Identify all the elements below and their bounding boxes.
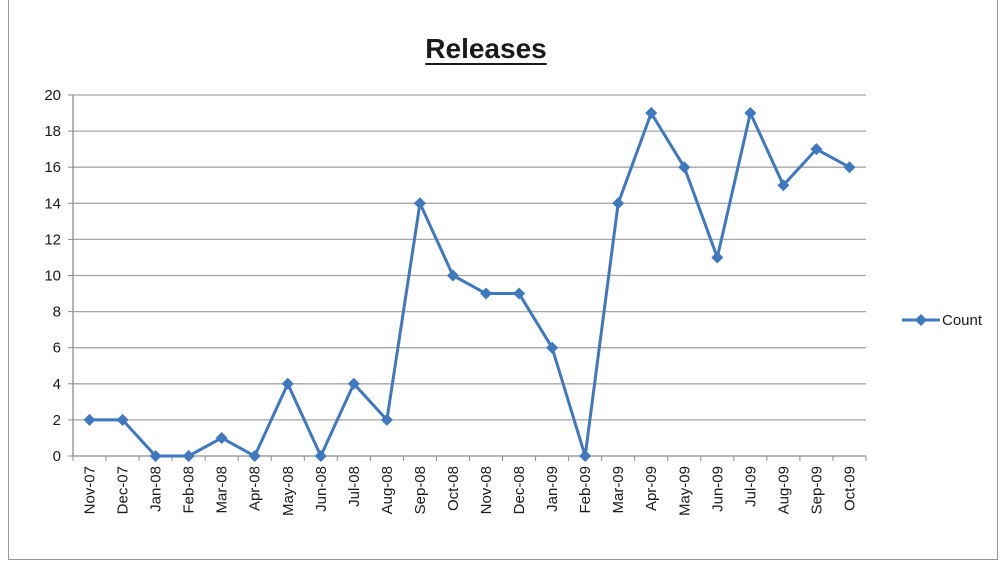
data-point-marker <box>777 179 790 192</box>
y-tick-label: 2 <box>53 412 61 429</box>
data-point-marker <box>314 450 327 462</box>
x-tick-label: Oct-08 <box>445 466 462 511</box>
y-tick-label: 12 <box>44 231 61 248</box>
x-tick-label: Feb-08 <box>181 466 198 514</box>
chart-area: Releases 0 2 4 6 8 10 12 14 16 18 20 Nov-07 Dec-07 J… <box>8 0 998 560</box>
data-point-marker <box>678 161 691 174</box>
data-point-marker <box>612 197 625 210</box>
data-point-marker <box>711 251 724 264</box>
data-point-marker <box>480 287 493 300</box>
x-tick-label: Oct-09 <box>841 466 858 511</box>
x-tick-label: Aug-09 <box>775 466 792 514</box>
x-tick-label: Feb-09 <box>577 466 594 514</box>
x-tick-label: Jul-09 <box>742 466 759 507</box>
data-point-marker <box>645 107 658 120</box>
series-line <box>89 111 851 458</box>
x-tick-label: Jun-08 <box>313 466 330 512</box>
data-point-marker <box>579 450 592 462</box>
x-tick-label: May-09 <box>676 466 693 516</box>
y-tick-label: 14 <box>44 195 61 212</box>
y-tick-label: 0 <box>53 448 61 465</box>
data-point-marker <box>116 413 129 426</box>
y-tick-label: 10 <box>44 268 61 285</box>
data-point-marker <box>83 413 96 426</box>
x-tick-label: Apr-08 <box>247 466 264 511</box>
x-tick-label: Sep-08 <box>412 466 429 514</box>
y-tick-label: 16 <box>44 159 61 176</box>
x-tick-label: Mar-08 <box>214 466 231 514</box>
data-point-marker <box>380 413 393 426</box>
x-tick-label: Nov-08 <box>478 466 495 514</box>
y-tick-label: 4 <box>53 376 61 393</box>
x-tick-label: Jan-09 <box>544 466 561 512</box>
x-tick-label: Dec-07 <box>115 466 132 514</box>
data-point-marker <box>347 377 360 390</box>
y-tick-label: 20 <box>44 87 61 104</box>
data-point-marker <box>446 269 459 282</box>
x-tick-label: Mar-09 <box>610 466 627 514</box>
axes <box>72 95 867 461</box>
legend: Count <box>902 312 983 329</box>
data-point-marker <box>281 377 294 390</box>
x-tick-label: Apr-09 <box>643 466 660 511</box>
data-point-marker <box>413 197 426 210</box>
x-tick-label: Aug-08 <box>379 466 396 514</box>
data-point-marker <box>546 341 559 354</box>
y-tick-label: 6 <box>53 340 61 357</box>
x-tick-label: Jun-09 <box>709 466 726 512</box>
legend-label: Count <box>942 312 983 329</box>
data-point-marker <box>810 143 823 156</box>
data-point-marker <box>513 287 526 300</box>
data-point-marker <box>182 450 195 462</box>
x-tick-label: Jan-08 <box>148 466 165 512</box>
x-tick-label: Sep-09 <box>808 466 825 514</box>
x-tick-label: May-08 <box>280 466 297 516</box>
data-point-marker <box>215 431 228 444</box>
x-tick-label: Nov-07 <box>82 466 99 514</box>
chart-svg: Releases 0 2 4 6 8 10 12 14 16 18 20 Nov-07 Dec-07 J… <box>44 33 983 516</box>
legend-marker <box>915 314 927 326</box>
gridlines <box>68 94 866 457</box>
data-point-marker <box>744 107 757 120</box>
data-point-marker <box>843 161 856 174</box>
data-point-marker <box>248 450 261 462</box>
series-count <box>83 107 856 462</box>
x-axis-tick-labels: Nov-07 Dec-07 Jan-08 Feb-08 Mar-08 Apr-08 May-… <box>82 466 859 516</box>
y-axis-tick-labels: 0 2 4 6 8 10 12 14 16 18 20 <box>44 87 61 465</box>
x-tick-label: Dec-08 <box>511 466 528 514</box>
chart-title: Releases <box>425 33 546 64</box>
y-tick-label: 8 <box>53 304 61 321</box>
x-tick-label: Jul-08 <box>346 466 363 507</box>
data-point-marker <box>149 450 162 462</box>
y-tick-label: 18 <box>44 123 61 140</box>
